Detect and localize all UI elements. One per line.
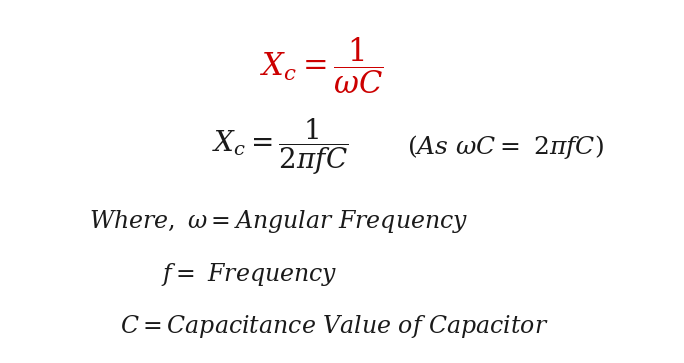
Text: $\mathit{Where,\ }\omega = \mathit{Angular\ Frequency}$: $\mathit{Where,\ }\omega = \mathit{Angul… [89, 208, 468, 235]
Text: $( \mathit{As\ }\omega C =\ 2\pi f C)$: $( \mathit{As\ }\omega C =\ 2\pi f C)$ [407, 133, 604, 161]
Text: $\mathit{X_c} = \dfrac{1}{2\pi f C}$: $\mathit{X_c} = \dfrac{1}{2\pi f C}$ [212, 117, 349, 178]
Text: $\mathit{X_c} = \dfrac{1}{\omega C}$: $\mathit{X_c} = \dfrac{1}{\omega C}$ [259, 35, 384, 95]
Text: $f =\ \mathit{Frequency}$: $f =\ \mathit{Frequency}$ [161, 261, 337, 287]
Text: $C = \mathit{Capacitance\ Value\ of\ Capacitor}$: $C = \mathit{Capacitance\ Value\ of\ Cap… [120, 313, 549, 340]
